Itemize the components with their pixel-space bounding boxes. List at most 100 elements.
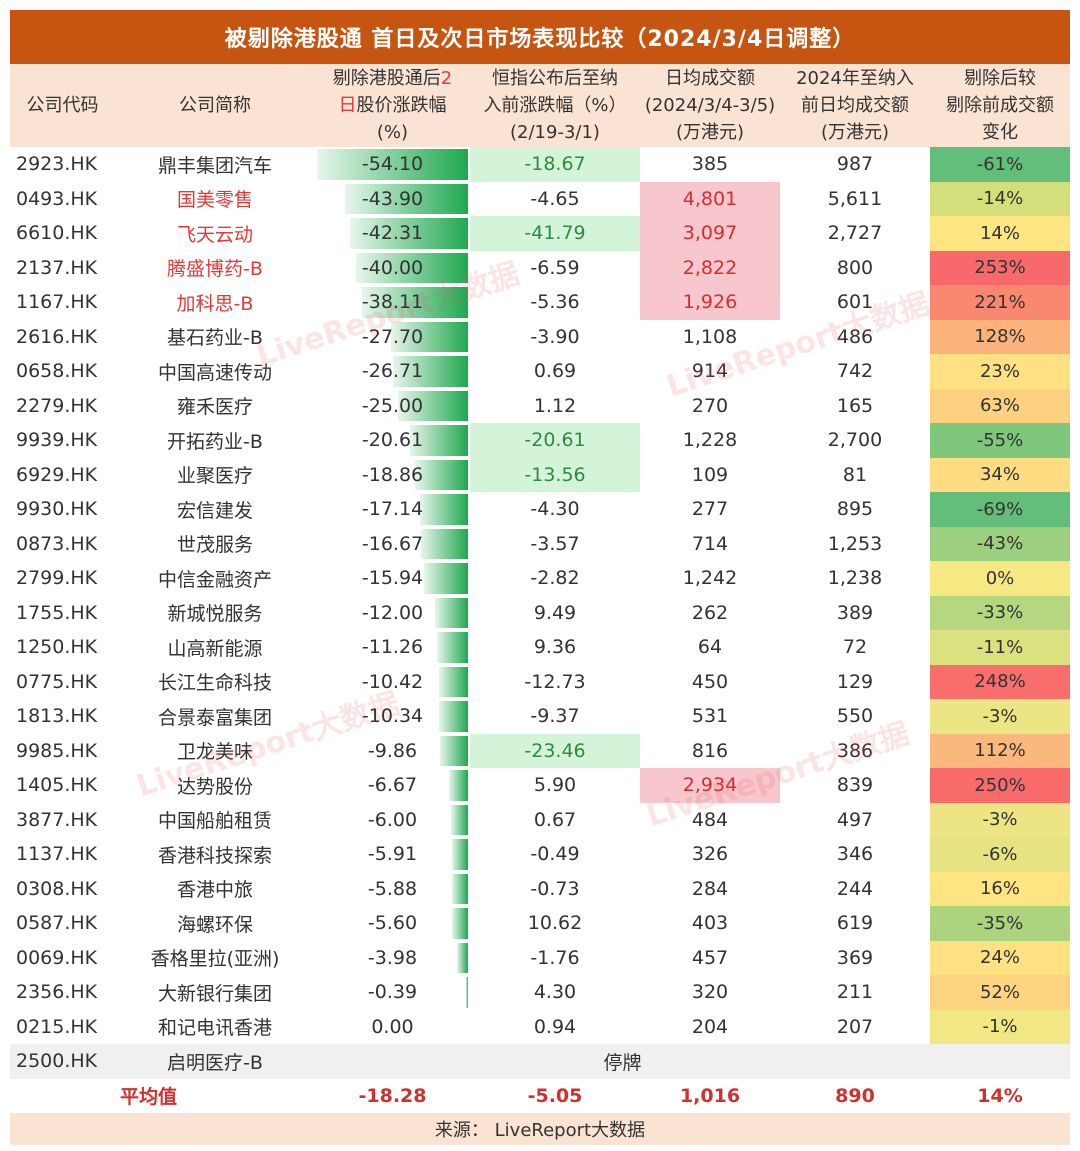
table-row: 0493.HK 国美零售 -43.90 -4.65 4,801 5,611 -14% (10, 181, 1070, 217)
cell-change: 0% (930, 561, 1070, 596)
cell-code: 3877.HK (16, 808, 98, 831)
average-t1: 1,016 (679, 1084, 741, 1107)
cell-name: 卫龙美味 (176, 741, 253, 764)
cell-avg-turnover: 2,822 (640, 250, 780, 285)
cell-hsi: -0.73 (530, 877, 580, 900)
table-row: 1167.HK 加科思-B -38.11 -5.36 1,926 601 221% (10, 285, 1070, 320)
cell-chg2d: -5.91 (367, 843, 418, 866)
cell-code: 9985.HK (16, 739, 98, 762)
cell-chg2d: -0.39 (367, 981, 418, 1004)
cell-avg-turnover: 3,097 (640, 216, 780, 251)
table-row: 2356.HK 大新银行集团 -0.39 4.30 320 211 52% (10, 975, 1070, 1010)
data-bar (456, 942, 468, 973)
cell-avg-turnover: 320 (691, 981, 729, 1004)
cell-change: -3% (930, 802, 1070, 837)
cell-chg2d-bar: -25.00 (315, 389, 470, 424)
cell-chg2d-bar: -10.34 (315, 699, 470, 734)
cell-avg-turnover: 385 (691, 153, 729, 176)
header-chg2d-pre: 剔除港股通后 (332, 68, 441, 89)
cell-change: -1% (930, 1009, 1070, 1044)
cell-change: -69% (930, 492, 1070, 527)
data-bar (439, 701, 468, 732)
data-bar (451, 804, 468, 835)
cell-change: 250% (930, 768, 1070, 803)
cell-chg2d-bar: -43.90 (315, 182, 470, 217)
cell-code: 0308.HK (16, 877, 98, 900)
cell-prev-turnover: 742 (836, 360, 874, 383)
cell-chg2d: -11.26 (361, 636, 424, 659)
cell-prev-turnover: 244 (836, 877, 874, 900)
cell-avg-turnover: 326 (691, 843, 729, 866)
cell-code: 1137.HK (16, 843, 98, 866)
cell-chg2d-bar: -5.91 (315, 837, 470, 872)
table-row: 2279.HK 雍禾医疗 -25.00 1.12 270 165 63% (10, 388, 1070, 424)
cell-chg2d-bar: -5.60 (315, 906, 470, 941)
cell-name: 合景泰富集团 (157, 706, 272, 729)
table-row: 0587.HK 海螺环保 -5.60 10.62 403 619 -35% (10, 906, 1070, 941)
table-row: 1405.HK 达势股份 -6.67 5.90 2,934 839 250% (10, 768, 1070, 803)
cell-change: 253% (930, 250, 1070, 285)
data-bar (390, 321, 468, 352)
data-bar (410, 425, 468, 456)
cell-code: 2923.HK (16, 153, 98, 176)
cell-chg2d: -54.10 (361, 153, 424, 176)
cell-name: 业聚医疗 (176, 465, 253, 488)
cell-code: 2356.HK (16, 981, 98, 1004)
cell-change: 112% (930, 733, 1070, 768)
cell-hsi: -20.61 (470, 423, 640, 458)
cell-name: 中信金融资产 (157, 568, 272, 591)
cell-hsi: -3.57 (530, 532, 580, 555)
data-bar (421, 528, 468, 559)
cell-change: 14% (930, 216, 1070, 251)
cell-change: 52% (930, 975, 1070, 1010)
cell-code: 0658.HK (16, 360, 98, 383)
cell-prev-turnover: 389 (836, 601, 874, 624)
cell-name: 飞天云动 (176, 223, 253, 246)
cell-avg-turnover: 277 (691, 498, 729, 521)
cell-name: 开拓药业-B (167, 430, 263, 453)
cell-prev-turnover: 1,238 (827, 567, 883, 590)
table-row: 0873.HK 世茂服务 -16.67 -3.57 714 1,253 -43% (10, 526, 1070, 561)
cell-hsi: -13.56 (470, 457, 640, 492)
cell-avg-turnover: 714 (691, 532, 729, 555)
cell-code: 0215.HK (16, 1015, 98, 1038)
cell-code: 2279.HK (16, 394, 98, 417)
cell-chg2d-bar: -6.00 (315, 803, 470, 838)
header-chg2d-red1: 2 (440, 68, 453, 89)
data-bar (317, 149, 468, 180)
cell-name: 国美零售 (176, 189, 253, 212)
cell-avg-turnover: 403 (691, 912, 729, 935)
cell-name: 达势股份 (176, 775, 253, 798)
table-row: 9939.HK 开拓药业-B -20.61 -20.61 1,228 2,700 -55% (10, 423, 1070, 458)
data-bar (415, 459, 468, 490)
cell-name: 香港中旅 (176, 879, 253, 902)
cell-chg2d: -26.71 (361, 360, 424, 383)
header-chg2d-post: 股价涨跌幅 (%) (356, 95, 447, 143)
cell-hsi: -9.37 (530, 705, 580, 728)
cell-change: -35% (930, 906, 1070, 941)
cell-chg2d: -42.31 (361, 222, 424, 245)
average-label: 平均值 (120, 1086, 178, 1109)
cell-prev-turnover: 5,611 (827, 187, 883, 210)
cell-name: 加科思-B (176, 292, 254, 315)
table-row: 9930.HK 宏信建发 -17.14 -4.30 277 895 -69% (10, 492, 1070, 527)
cell-prev-turnover: 619 (836, 912, 874, 935)
cell-chg2d: -10.42 (361, 670, 424, 693)
table-row: 0658.HK 中国高速传动 -26.71 0.69 914 742 23% (10, 354, 1070, 389)
data-bar (420, 494, 468, 525)
cell-hsi: -1.76 (530, 946, 580, 969)
table-row: 6929.HK 业聚医疗 -18.86 -13.56 109 81 34% (10, 457, 1070, 492)
cell-hsi: 5.90 (533, 774, 577, 797)
table-header: 公司代码 公司简称 剔除港股通后2 日股价涨跌幅 (%) 恒指公布后至纳 入前涨跌… (10, 64, 1070, 147)
cell-avg-turnover: 1,108 (682, 325, 738, 348)
table-row: 1813.HK 合景泰富集团 -10.34 -9.37 531 550 -3% (10, 699, 1070, 734)
cell-hsi: -4.65 (530, 187, 580, 210)
cell-avg-turnover: 1,242 (682, 567, 738, 590)
cell-code: 0069.HK (16, 946, 98, 969)
data-bar (398, 390, 468, 421)
cell-chg2d: -12.00 (361, 601, 424, 624)
cell-name: 海螺环保 (176, 913, 253, 936)
cell-hsi: 0.94 (533, 1015, 577, 1038)
cell-name: 香港科技探索 (157, 844, 272, 867)
cell-chg2d: -27.70 (361, 325, 424, 348)
